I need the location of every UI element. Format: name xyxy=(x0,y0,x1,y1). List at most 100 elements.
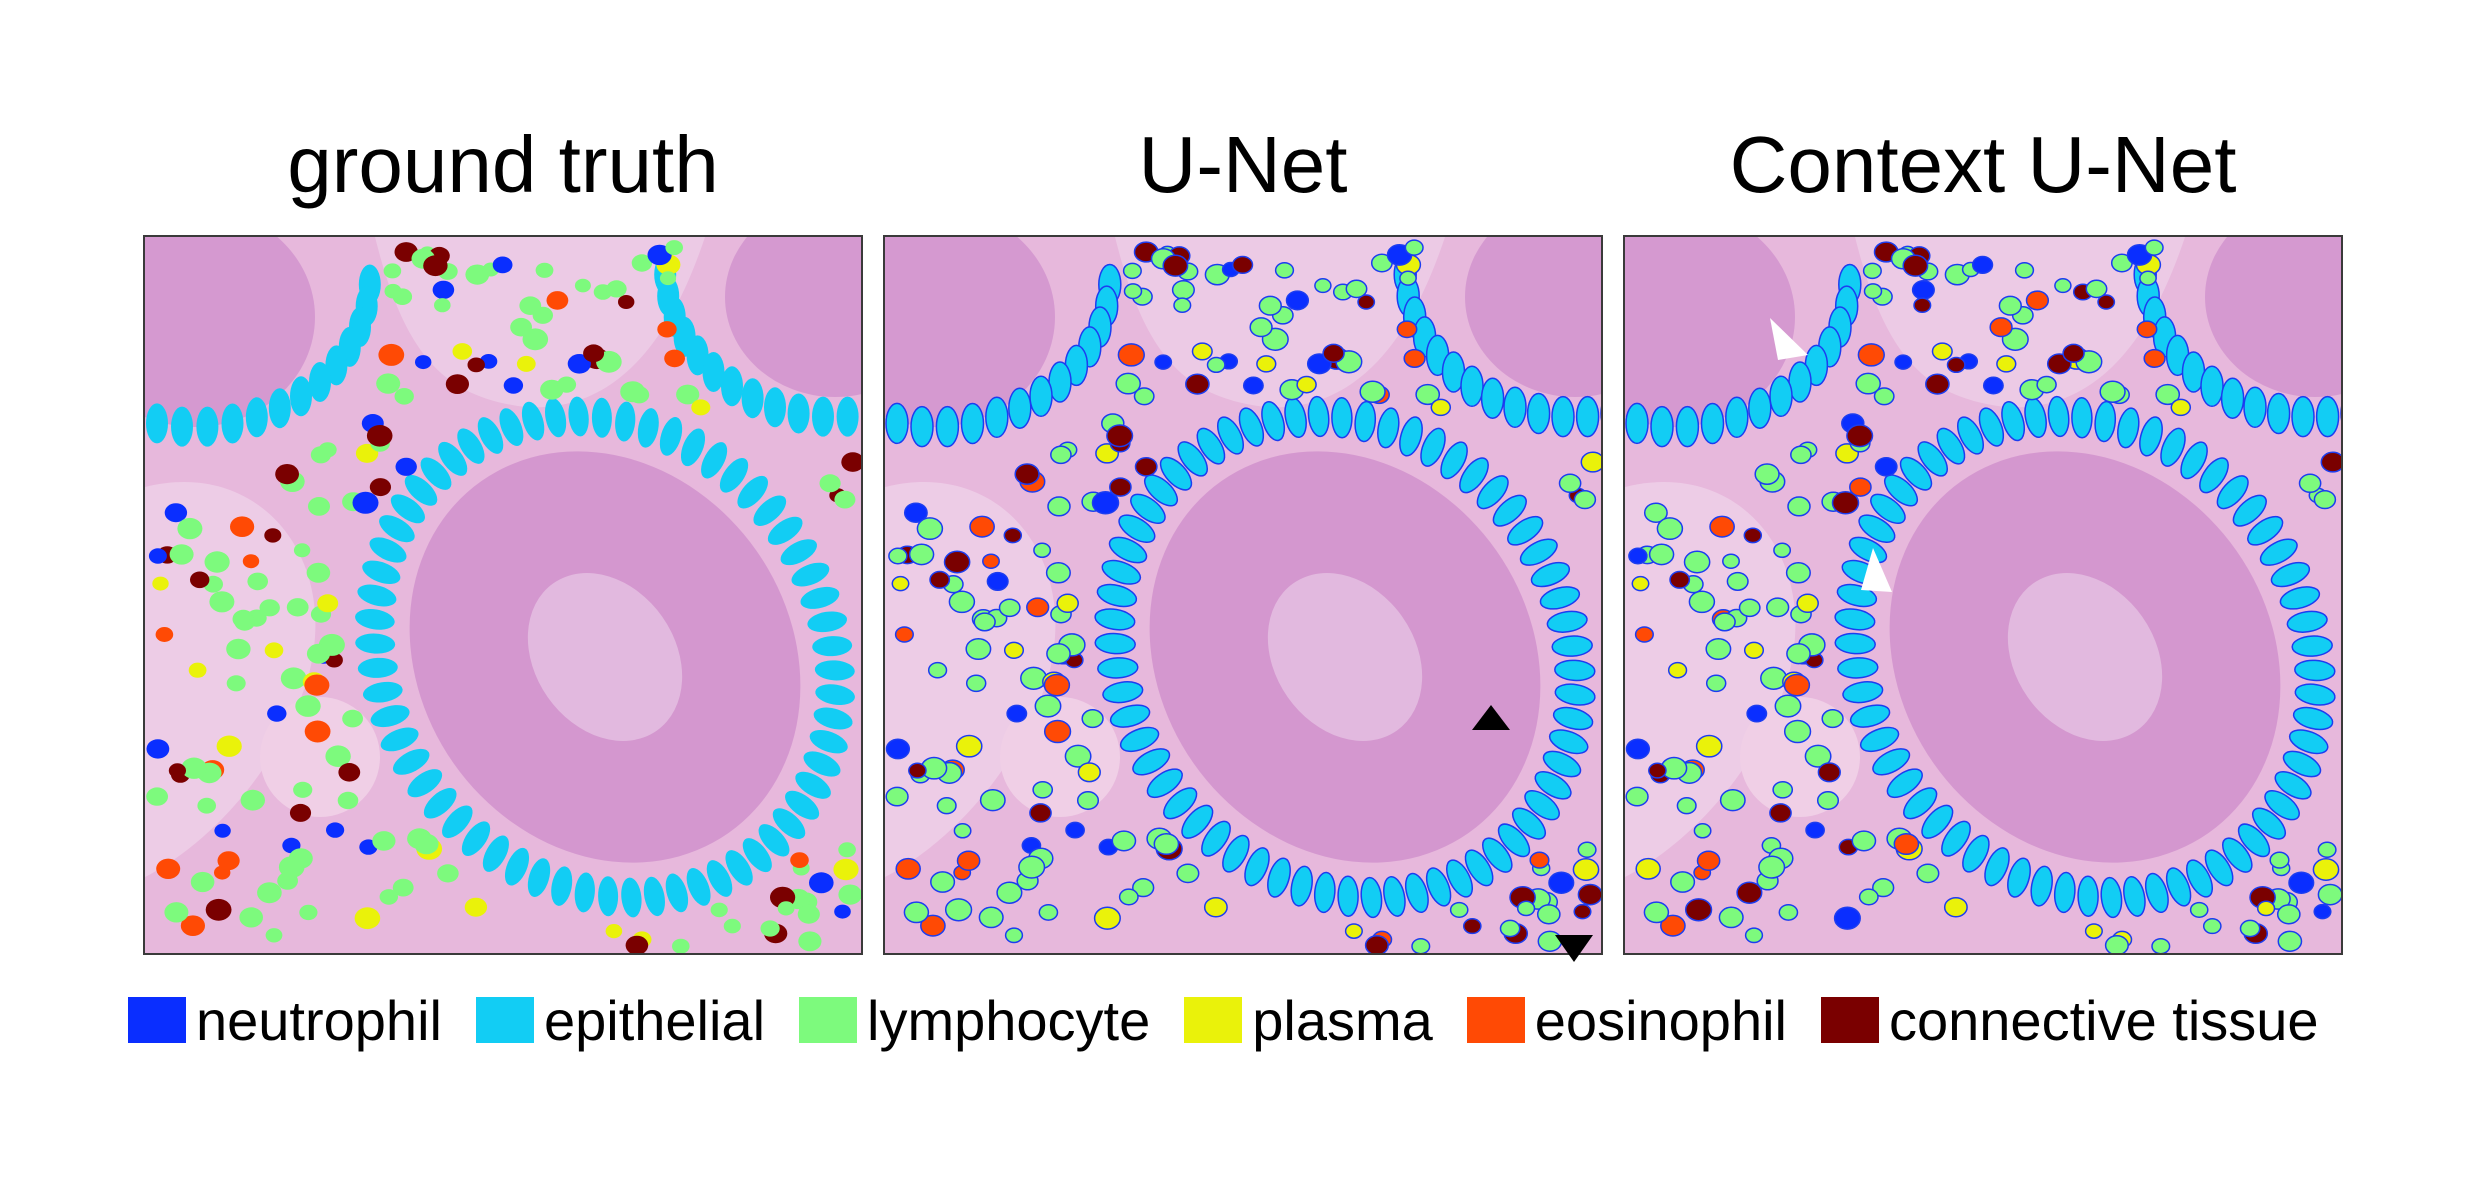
epithelial-nucleus xyxy=(2292,706,2334,731)
epithelial-nucleus xyxy=(2185,859,2214,898)
nucleus-lymphocyte xyxy=(1873,387,1895,406)
epithelial-nucleus xyxy=(1542,750,1582,778)
nucleus-lymphocyte xyxy=(777,901,795,916)
epithelial-nucleus xyxy=(1146,768,1183,799)
nucleus-connective-tissue xyxy=(1684,898,1713,922)
nucleus-lymphocyte xyxy=(1766,597,1790,618)
nucleus-lymphocyte xyxy=(944,898,973,922)
epithelial-nucleus xyxy=(1859,726,1900,753)
epithelial-nucleus xyxy=(1177,441,1208,477)
nucleus-neutrophil xyxy=(432,280,455,300)
epithelial-nucleus xyxy=(1870,493,1906,524)
nucleus-neutrophil xyxy=(1625,738,1651,760)
nucleus-lymphocyte xyxy=(1872,877,1895,898)
nucleus-lymphocyte xyxy=(908,543,935,566)
nucleus-lymphocyte xyxy=(394,388,414,405)
epithelial-nucleus xyxy=(504,847,530,886)
nucleus-connective-tissue xyxy=(1029,803,1052,823)
nucleus-lymphocyte xyxy=(1726,571,1749,591)
nucleus-lymphocyte xyxy=(2277,930,2303,952)
nucleus-lymphocyte xyxy=(1033,542,1052,559)
nucleus-lymphocyte xyxy=(280,667,307,690)
nucleus-plasma xyxy=(2170,398,2192,417)
nucleus-eosinophil xyxy=(657,321,677,338)
epithelial-nucleus xyxy=(2165,867,2192,907)
nucleus-neutrophil xyxy=(986,571,1009,591)
epithelial-nucleus xyxy=(2294,683,2336,706)
black-arrowhead-2 xyxy=(1555,935,1593,962)
nucleus-lymphocyte xyxy=(916,517,944,541)
epithelial-nucleus xyxy=(527,858,551,897)
nucleus-neutrophil xyxy=(1894,354,1913,370)
epithelial-nucleus xyxy=(836,396,859,437)
epithelial-nucleus xyxy=(1445,859,1474,898)
nucleus-eosinophil xyxy=(242,554,260,569)
nucleus-lymphocyte xyxy=(1693,823,1712,839)
nucleus-lymphocyte xyxy=(1670,871,1696,893)
context-unet-overlay xyxy=(1625,237,2341,953)
epithelial-nucleus xyxy=(1094,632,1136,655)
epithelial-nucleus xyxy=(1238,407,1265,447)
epithelial-nucleus xyxy=(2144,872,2169,914)
nucleus-neutrophil xyxy=(503,377,524,394)
nucleus-lymphocyte xyxy=(1778,903,1799,921)
nucleus-connective-tissue xyxy=(1831,491,1860,515)
nucleus-connective-tissue xyxy=(264,528,282,543)
nucleus-lymphocyte xyxy=(1449,901,1469,918)
nucleus-lymphocyte xyxy=(1111,830,1137,852)
epithelial-nucleus xyxy=(2204,849,2234,887)
epithelial-nucleus xyxy=(574,872,595,913)
epithelial-nucleus xyxy=(812,396,834,437)
nucleus-lymphocyte xyxy=(286,598,309,617)
epithelial-nucleus xyxy=(1337,875,1359,917)
nucleus-connective-tissue xyxy=(2097,294,2116,310)
nucleus-lymphocyte xyxy=(1038,903,1059,921)
epithelial-nuclei xyxy=(1094,395,1596,919)
nucleus-connective-tissue xyxy=(1185,373,1210,395)
nucleus-lymphocyte xyxy=(535,262,554,278)
epithelial-nucleus xyxy=(1941,820,1971,857)
nucleus-lymphocyte xyxy=(383,263,402,279)
epithelial-nucleus xyxy=(1492,494,1527,527)
epithelial-nucleus xyxy=(1675,405,1700,448)
nucleus-lymphocyte xyxy=(631,254,653,272)
nucleus-neutrophil xyxy=(214,823,231,838)
nucleus-connective-tissue xyxy=(1106,424,1134,448)
epithelial-nucleus xyxy=(780,539,818,566)
epithelial-nucleus xyxy=(2222,837,2253,873)
epithelial-nucleus xyxy=(146,403,168,444)
nucleus-connective-tissue xyxy=(1946,356,1966,374)
epithelial-nucleus xyxy=(767,516,803,545)
nucleus-neutrophil xyxy=(1874,456,1898,477)
nucleus-connective-tissue xyxy=(1162,254,1189,277)
nucleus-lymphocyte xyxy=(1573,489,1597,510)
nucleus-connective-tissue xyxy=(1743,527,1763,544)
nucleus-plasma xyxy=(1093,906,1121,930)
nucleus-lymphocyte xyxy=(1415,383,1441,406)
epithelial-nucleus xyxy=(268,388,291,429)
nucleus-lymphocyte xyxy=(1816,791,1840,810)
nucleus-lymphocyte xyxy=(293,781,313,798)
epithelial-nucleus xyxy=(1222,834,1250,873)
nucleus-plasma xyxy=(1796,593,1819,614)
epithelial-nucleus xyxy=(1834,608,1876,631)
nucleus-connective-tissue xyxy=(929,570,951,589)
nucleus-eosinophil xyxy=(304,720,331,743)
epithelial-nucleus xyxy=(910,405,934,448)
nucleus-lymphocyte xyxy=(620,381,645,403)
nucleus-lymphocyte xyxy=(1034,694,1062,718)
epithelial-nucleus xyxy=(404,475,438,506)
nucleus-lymphocyte xyxy=(2317,841,2337,859)
nucleus-lymphocyte xyxy=(1133,387,1155,406)
nucleus-lymphocyte xyxy=(306,643,331,664)
epithelial-nucleus xyxy=(815,684,855,705)
epithelial-nucleus xyxy=(355,633,396,654)
nucleus-plasma xyxy=(1077,762,1101,783)
nucleus-lymphocyte xyxy=(1705,637,1732,661)
epithelial-nucleus xyxy=(457,428,485,464)
nucleus-connective-tissue xyxy=(1357,294,1376,310)
nucleus-lymphocyte xyxy=(2298,473,2322,494)
epithelial-nucleus xyxy=(1399,416,1423,457)
nucleus-neutrophil xyxy=(146,739,170,759)
